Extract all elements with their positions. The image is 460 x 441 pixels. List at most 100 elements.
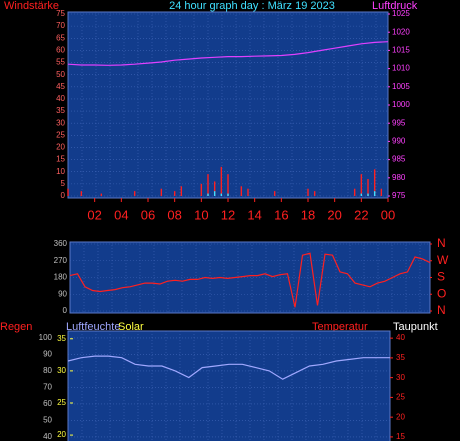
y-tick-label: 70 <box>56 21 65 30</box>
x-tick-label: 00 <box>381 207 395 222</box>
y-tick-label: 50 <box>43 416 52 425</box>
wind-bar <box>100 193 103 196</box>
wind-bar <box>160 188 163 196</box>
wind-bar <box>313 191 316 196</box>
plot-area <box>67 11 389 199</box>
plot-area <box>67 330 391 441</box>
wind-bar <box>220 193 223 196</box>
wind-bar <box>367 179 369 196</box>
wind-bar <box>227 174 229 196</box>
x-tick-label: 02 <box>87 207 101 222</box>
y2-tick-label: 25 <box>57 398 66 407</box>
y-tick-label: 45 <box>56 82 65 91</box>
y-tick-label: 30 <box>56 118 65 127</box>
y2-tick-label: 20 <box>57 430 66 439</box>
y-tick-label: 50 <box>56 70 65 79</box>
y-tick-label: 0 <box>63 306 68 315</box>
y-tick-label: 25 <box>56 130 65 139</box>
y2-tick-label: 1000 <box>392 100 410 109</box>
y2-tick-label: N <box>437 303 446 317</box>
y2-tick-label: 1005 <box>392 82 410 91</box>
y2-tick-label: W <box>437 253 449 267</box>
y-tick-label: 10 <box>56 167 65 176</box>
y-tick-label: 65 <box>56 33 65 42</box>
wind-bar <box>373 191 376 196</box>
wind-bar <box>200 183 203 196</box>
y2-tick-label: 1020 <box>392 27 410 36</box>
x-tick-label: 22 <box>354 207 368 222</box>
wind-bar <box>373 169 376 196</box>
y3-tick-label: 25 <box>396 393 405 402</box>
wind-bar <box>173 191 176 196</box>
y-tick-label: 0 <box>61 191 66 200</box>
wind-bar <box>207 193 209 196</box>
wind-bar <box>133 191 136 196</box>
y-tick-label: 15 <box>56 155 65 164</box>
x-tick-label: 08 <box>167 207 181 222</box>
y-tick-label: 100 <box>39 333 53 342</box>
y2-tick-label: 1010 <box>392 64 410 73</box>
pressure-label: Luftdruck <box>372 0 418 12</box>
x-tick-label: 14 <box>247 207 261 222</box>
y-tick-label: 90 <box>43 350 52 359</box>
y-tick-label: 5 <box>61 179 66 188</box>
y-tick-label: 60 <box>56 46 65 55</box>
y-tick-label: 270 <box>54 256 68 265</box>
y2-tick-label: 990 <box>392 137 406 146</box>
y-tick-label: 40 <box>56 94 65 103</box>
y2-tick-label: 995 <box>392 118 406 127</box>
dewpoint-label: Taupunkt <box>393 321 438 333</box>
y-tick-label: 360 <box>54 239 68 248</box>
y3-tick-label: 30 <box>396 373 405 382</box>
y-tick-label: 80 <box>43 366 52 375</box>
wind-bar <box>307 188 309 196</box>
x-tick-label: 04 <box>114 207 128 222</box>
x-tick-label: 20 <box>327 207 341 222</box>
x-tick-label: 16 <box>274 207 288 222</box>
y2-tick-label: O <box>437 286 446 300</box>
wind-bar <box>360 193 363 196</box>
y-tick-label: 60 <box>43 399 52 408</box>
x-tick-label: 06 <box>141 207 155 222</box>
y-tick-label: 20 <box>56 143 65 152</box>
wind-bar <box>247 188 249 196</box>
y-tick-label: 40 <box>43 432 52 441</box>
wind-bar <box>213 181 216 196</box>
wind-bar <box>273 191 276 196</box>
rain-label: Regen <box>0 321 32 333</box>
solar-label: Solar <box>118 321 144 333</box>
wind-bar <box>80 191 83 196</box>
y-tick-label: 55 <box>56 58 65 67</box>
y3-tick-label: 15 <box>396 432 405 441</box>
y2-tick-label: 1015 <box>392 46 410 55</box>
humidity-label: Luftfeuchte <box>66 321 120 333</box>
wind-bar <box>360 174 363 196</box>
y-tick-label: 35 <box>56 106 65 115</box>
y-tick-label: 90 <box>58 289 67 298</box>
temperature-label: Temperatur <box>312 321 368 333</box>
y3-tick-label: 20 <box>396 412 405 421</box>
series-line <box>69 252 431 308</box>
wind-label: Windstärke <box>4 0 59 12</box>
wind-bar <box>180 186 183 196</box>
y-tick-label: 70 <box>43 383 52 392</box>
x-tick-label: 12 <box>221 207 235 222</box>
chart-title: 24 hour graph day : März 19 2023 <box>169 0 335 12</box>
y2-tick-label: 985 <box>392 155 406 164</box>
series-line <box>67 355 390 380</box>
x-tick-label: 10 <box>194 207 208 222</box>
wind-bar <box>220 166 223 196</box>
y3-tick-label: 35 <box>396 353 405 362</box>
y2-tick-label: S <box>437 270 445 284</box>
wind-bar <box>213 191 216 196</box>
x-tick-label: 18 <box>301 207 315 222</box>
wind-bar <box>353 188 356 196</box>
y2-tick-label: 35 <box>57 334 66 343</box>
y2-tick-label: 980 <box>392 173 406 182</box>
y2-tick-label: N <box>437 236 446 250</box>
wind-bar <box>240 186 243 196</box>
y2-tick-label: 1025 <box>392 9 410 18</box>
y3-tick-label: 40 <box>396 333 405 342</box>
y2-tick-label: 30 <box>57 366 66 375</box>
